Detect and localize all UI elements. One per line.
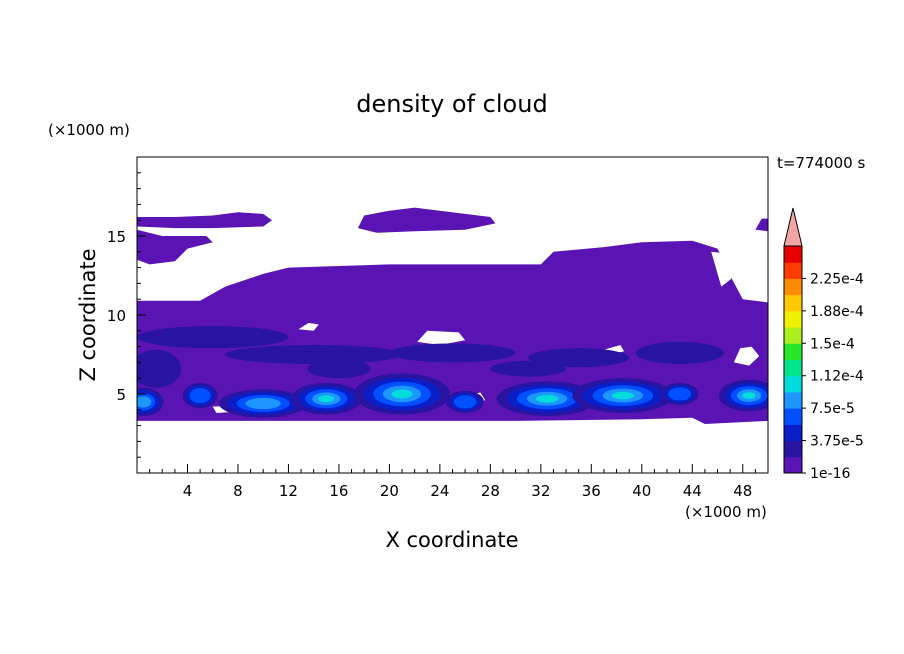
cloud-cell xyxy=(668,387,692,401)
x-tick-label: 24 xyxy=(430,482,449,500)
cloud-layer xyxy=(490,360,567,377)
cloud-gap xyxy=(711,251,732,287)
cloud-gap xyxy=(298,322,319,331)
y-axis-label: Z coordinate xyxy=(76,248,100,381)
x-tick-label: 20 xyxy=(380,482,399,500)
cloud-density-field xyxy=(137,207,768,424)
x-tick-label: 16 xyxy=(329,482,348,500)
cloud-region xyxy=(137,229,213,265)
colorbar-swatch xyxy=(784,456,802,474)
colorbar-swatch xyxy=(784,408,802,425)
x-tick-label: 40 xyxy=(632,482,651,500)
colorbar-swatch xyxy=(784,343,802,360)
x-tick-label: 28 xyxy=(481,482,500,500)
cloud-layer xyxy=(635,341,724,364)
x-tick-label: 4 xyxy=(183,482,193,500)
colorbar-swatch xyxy=(784,391,802,409)
cloud-layer xyxy=(137,326,289,349)
cloud-cell xyxy=(536,394,559,403)
cloud-gap xyxy=(417,330,466,345)
cloud-cell xyxy=(742,392,756,400)
y-unit-label: (×1000 m) xyxy=(48,121,130,139)
colorbar-tick-label: 1.12e-4 xyxy=(810,369,864,385)
y-tick-label: 15 xyxy=(107,228,126,246)
cloud-layer xyxy=(225,345,403,364)
colorbar-swatch xyxy=(784,246,802,263)
colorbar-tick-label: 1.88e-4 xyxy=(810,304,864,320)
time-label: t=774000 s xyxy=(777,154,865,172)
x-unit-label: (×1000 m) xyxy=(685,503,767,521)
y-tick-label: 5 xyxy=(116,386,126,404)
chart-title: density of cloud xyxy=(356,90,547,118)
x-tick-label: 12 xyxy=(279,482,298,500)
cloud-cell xyxy=(391,389,413,399)
colorbar-tick-label: 7.5e-5 xyxy=(810,401,855,417)
colorbar-extend-arrow xyxy=(783,207,803,247)
x-tick-label: 48 xyxy=(733,482,752,500)
cloud-region xyxy=(357,207,496,233)
cloud-gap xyxy=(733,346,760,366)
colorbar-swatch xyxy=(784,424,802,442)
x-tick-label: 32 xyxy=(531,482,550,500)
cloud-cell xyxy=(189,387,211,404)
cloud-cell xyxy=(453,395,477,409)
x-axis-label: X coordinate xyxy=(385,528,518,552)
x-tick-label: 36 xyxy=(582,482,601,500)
colorbar-swatch xyxy=(784,359,802,377)
colorbar-tick-label: 3.75e-5 xyxy=(810,434,864,450)
colorbar-frame xyxy=(783,245,803,474)
cloud-cell xyxy=(245,397,281,410)
y-tick-label: 10 xyxy=(107,307,126,325)
cloud-region xyxy=(137,212,272,229)
colorbar-swatch xyxy=(784,310,802,328)
cloud-cell xyxy=(318,395,335,403)
colorbar-swatch xyxy=(784,294,802,312)
cloud-layer xyxy=(389,343,516,363)
colorbar-swatch xyxy=(784,327,802,344)
colorbar-swatch xyxy=(784,278,802,296)
colorbar-tick-label: 1e-16 xyxy=(810,466,850,482)
x-tick-label: 44 xyxy=(683,482,702,500)
cloud-layer xyxy=(528,348,630,368)
cloud-cell xyxy=(611,391,634,400)
colorbar-tick-label: 1.5e-4 xyxy=(810,336,855,352)
colorbar: 1e-16 3.75e-5 7.5e-5 1.12e-4 1.5e-4 1.88e-4 2.… xyxy=(783,207,864,482)
colorbar-tick-label: 2.25e-4 xyxy=(810,271,864,287)
cloud-cell xyxy=(137,396,152,408)
cloud-layer xyxy=(307,359,371,379)
x-tick-label: 8 xyxy=(233,482,243,500)
colorbar-swatch xyxy=(784,440,802,458)
colorbar-swatch xyxy=(784,375,802,393)
cloud-region xyxy=(755,218,768,232)
cloud-layer xyxy=(137,349,182,388)
colorbar-swatch xyxy=(784,262,802,279)
